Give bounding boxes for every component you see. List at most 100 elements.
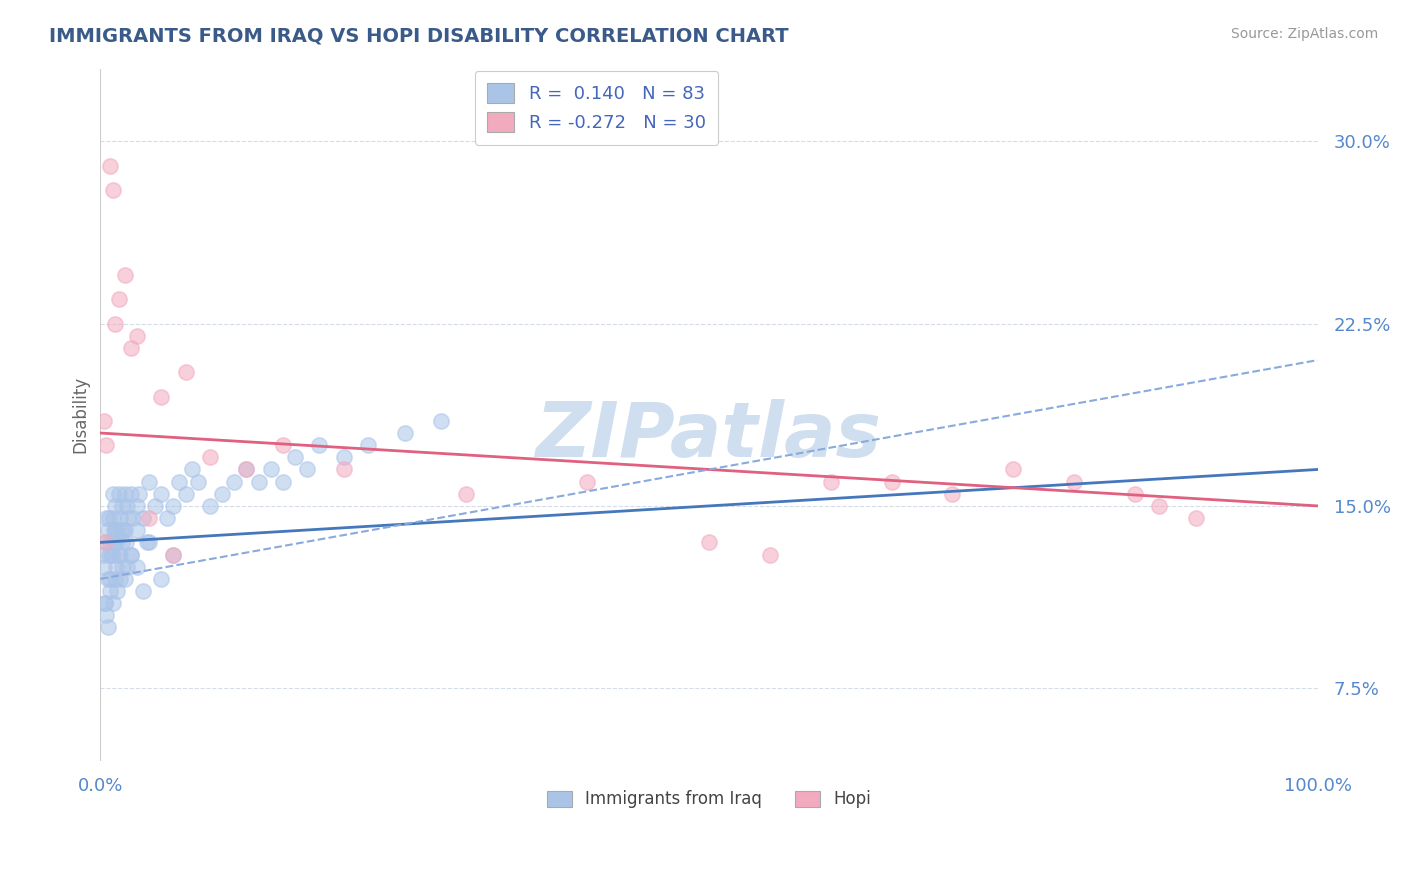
Point [122,511,145,525]
Point [98,584,121,599]
Point [115,535,138,549]
Point [128,487,150,501]
Point [120,341,142,355]
Point [115,559,138,574]
Point [198,499,221,513]
Point [235,462,257,476]
Point [1149,499,1171,513]
Text: ZIPatlas: ZIPatlas [536,399,882,473]
Point [120,487,142,501]
Point [430,414,453,428]
Point [98,159,121,173]
Point [271,475,294,489]
Point [156,511,179,525]
Point [820,475,842,489]
Point [759,548,782,562]
Point [111,559,134,574]
Point [247,475,270,489]
Point [108,572,131,586]
Point [114,572,136,586]
Point [162,548,184,562]
Point [98,572,121,586]
Point [1002,462,1025,476]
Point [162,499,184,513]
Point [211,487,233,501]
Point [107,293,129,307]
Point [101,487,124,501]
Point [111,499,134,513]
Point [1123,487,1146,501]
Point [97,511,120,525]
Point [97,572,120,586]
Point [138,475,160,489]
Point [162,548,184,562]
Point [333,462,356,476]
Point [1185,511,1208,525]
Point [125,328,148,343]
Point [105,523,128,537]
Point [114,523,136,537]
Point [174,365,197,379]
Point [880,475,903,489]
Point [333,450,356,465]
Point [235,462,257,476]
Point [120,548,142,562]
Point [697,535,720,549]
Point [187,475,209,489]
Point [454,487,477,501]
Point [394,425,416,440]
Point [114,487,136,501]
Text: IMMIGRANTS FROM IRAQ VS HOPI DISABILITY CORRELATION CHART: IMMIGRANTS FROM IRAQ VS HOPI DISABILITY … [49,27,789,45]
Point [224,475,246,489]
Point [125,499,148,513]
Point [104,317,127,331]
Point [97,548,120,562]
Point [94,535,117,549]
Point [112,523,135,537]
Y-axis label: Disability: Disability [72,376,89,453]
Point [104,499,127,513]
Point [98,535,121,549]
Point [93,559,115,574]
Point [96,535,118,549]
Point [308,438,330,452]
Point [125,559,148,574]
Point [260,462,283,476]
Point [96,511,118,525]
Point [180,462,202,476]
Point [132,584,155,599]
Point [104,523,127,537]
Text: Source: ZipAtlas.com: Source: ZipAtlas.com [1230,27,1378,41]
Point [115,499,138,513]
Point [105,584,128,599]
Point [284,450,307,465]
Legend: Immigrants from Iraq, Hopi: Immigrants from Iraq, Hopi [540,784,877,815]
Point [93,414,115,428]
Point [101,511,124,525]
Point [117,511,139,525]
Point [107,548,129,562]
Point [135,535,157,549]
Point [174,487,197,501]
Point [114,268,136,282]
Point [357,438,380,452]
Point [94,596,117,610]
Point [138,535,160,549]
Point [101,183,124,197]
Point [101,548,124,562]
Point [108,511,131,525]
Point [110,523,132,537]
Point [1063,475,1085,489]
Point [111,535,134,549]
Point [100,548,122,562]
Point [105,535,128,549]
Point [108,548,131,562]
Point [271,438,294,452]
Point [143,499,166,513]
Point [96,438,118,452]
Point [150,487,173,501]
Point [97,620,120,634]
Point [169,475,191,489]
Point [91,548,114,562]
Point [107,487,129,501]
